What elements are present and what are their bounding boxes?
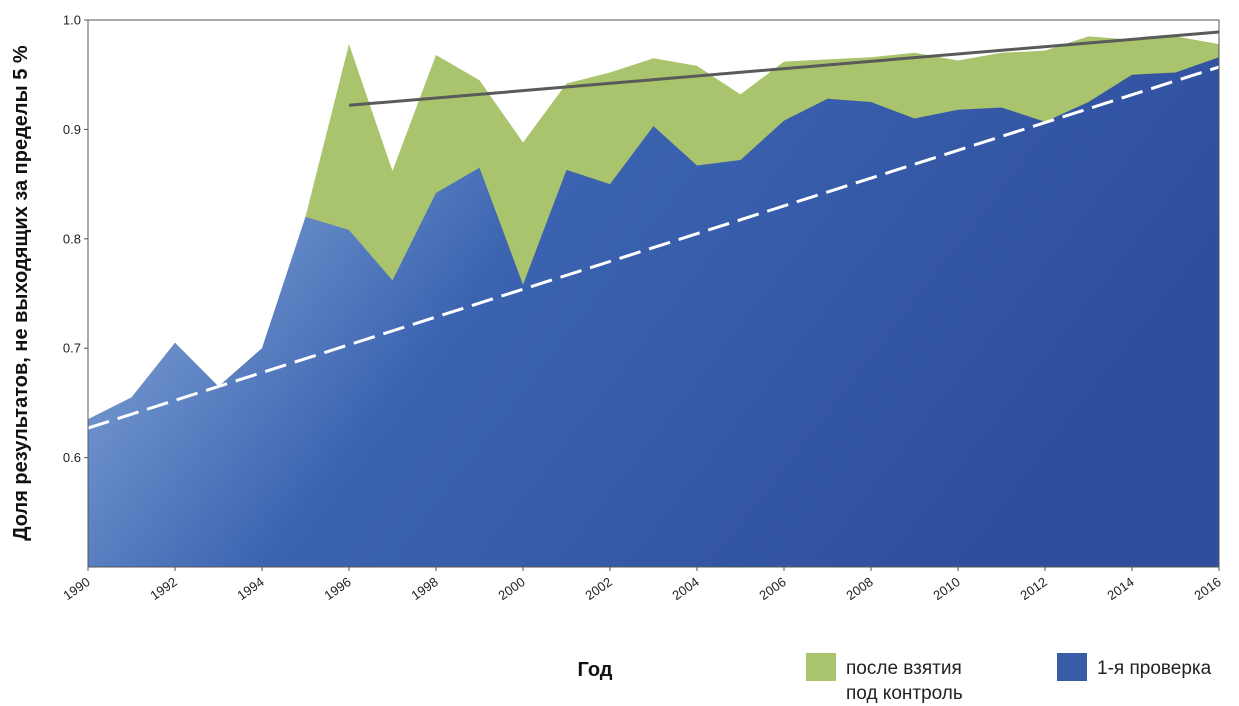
x-tick-label: 2006: [756, 574, 788, 603]
x-axis-title: Год: [578, 659, 613, 681]
legend-swatch: [806, 653, 836, 681]
y-tick-label: 0.6: [63, 450, 81, 465]
y-tick-label: 0.7: [63, 341, 81, 356]
y-tick-label: 0.9: [63, 122, 81, 137]
x-tick-label: 2002: [582, 574, 614, 603]
legend-label: 1-я проверка: [1097, 658, 1212, 679]
x-tick-label: 2012: [1017, 574, 1049, 603]
x-tick-label: 2010: [930, 574, 962, 603]
x-tick-label: 2004: [669, 574, 701, 603]
legend-swatch: [1057, 653, 1087, 681]
x-tick-label: 2014: [1104, 574, 1136, 603]
legend: после взятия под контроль 1-я проверка: [806, 653, 1212, 704]
x-tick-label: 1994: [234, 574, 266, 603]
trend-line-after-control: [348, 30, 1219, 107]
plot-frame: [87, 19, 1220, 568]
x-tick-label: 1992: [147, 574, 179, 603]
y-tick-label: 0.8: [63, 231, 81, 246]
x-tick-label: 2000: [495, 574, 527, 603]
trend-line-first-check: [88, 65, 1219, 430]
y-axis-title: Доля результатов, не выходящих за предел…: [10, 45, 32, 541]
legend-label: под контроль: [846, 683, 963, 704]
x-tick-label: 2016: [1191, 574, 1223, 603]
y-tick-label: 1.0: [63, 13, 81, 28]
legend-label: после взятия: [846, 658, 962, 679]
x-tick-label: 2008: [843, 574, 875, 603]
x-tick-label: 1996: [321, 574, 353, 603]
x-tick-label: 1990: [60, 574, 92, 603]
x-tick-label: 1998: [408, 574, 440, 603]
area-first-check: [88, 57, 1219, 567]
